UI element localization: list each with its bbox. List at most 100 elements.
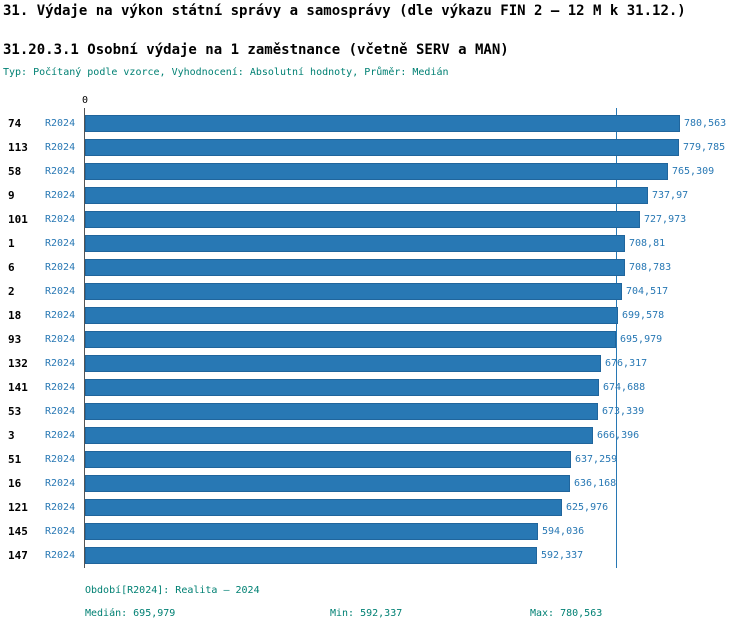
bar-value-label: 780,563 bbox=[684, 118, 727, 129]
row-period-label: R2024 bbox=[45, 286, 76, 297]
row-id-label: 2 bbox=[8, 285, 15, 298]
chart-row: 1 R2024 708,81 bbox=[0, 232, 750, 256]
bar-value-label: 625,976 bbox=[566, 502, 609, 513]
row-period-label: R2024 bbox=[45, 358, 76, 369]
bar bbox=[85, 115, 680, 132]
bar-value-label: 737,97 bbox=[652, 190, 689, 201]
bar-value-label: 765,309 bbox=[672, 166, 715, 177]
bar-value-label: 592,337 bbox=[541, 550, 584, 561]
chart-row: 101 R2024 727,973 bbox=[0, 208, 750, 232]
row-id-label: 18 bbox=[8, 309, 22, 322]
bar bbox=[85, 547, 537, 564]
bar bbox=[85, 259, 625, 276]
chart-row: 74 R2024 780,563 bbox=[0, 112, 750, 136]
row-id-label: 141 bbox=[8, 381, 28, 394]
row-period-label: R2024 bbox=[45, 238, 76, 249]
row-period-label: R2024 bbox=[45, 454, 76, 465]
bar bbox=[85, 283, 622, 300]
bar-value-label: 695,979 bbox=[620, 334, 663, 345]
bar bbox=[85, 235, 625, 252]
chart-row: 141 R2024 674,688 bbox=[0, 376, 750, 400]
row-id-label: 53 bbox=[8, 405, 22, 418]
bar bbox=[85, 139, 679, 156]
bar bbox=[85, 307, 618, 324]
chart-row: 3 R2024 666,396 bbox=[0, 424, 750, 448]
row-id-label: 16 bbox=[8, 477, 22, 490]
min-stat: Min: 592,337 bbox=[330, 608, 403, 619]
bar bbox=[85, 211, 640, 228]
x-axis-zero-label: 0 bbox=[81, 95, 89, 106]
y-axis-line bbox=[84, 108, 85, 568]
chart-row: 51 R2024 637,259 bbox=[0, 448, 750, 472]
chart-row: 16 R2024 636,168 bbox=[0, 472, 750, 496]
chart-row: 58 R2024 765,309 bbox=[0, 160, 750, 184]
bar-value-label: 704,517 bbox=[626, 286, 669, 297]
chart-row: 145 R2024 594,036 bbox=[0, 520, 750, 544]
row-period-label: R2024 bbox=[45, 118, 76, 129]
row-period-label: R2024 bbox=[45, 430, 76, 441]
chart-row: 53 R2024 673,339 bbox=[0, 400, 750, 424]
row-id-label: 132 bbox=[8, 357, 28, 370]
row-id-label: 147 bbox=[8, 549, 28, 562]
chart-row: 121 R2024 625,976 bbox=[0, 496, 750, 520]
row-id-label: 58 bbox=[8, 165, 22, 178]
bar bbox=[85, 355, 601, 372]
chart-row: 113 R2024 779,785 bbox=[0, 136, 750, 160]
bar bbox=[85, 475, 570, 492]
row-period-label: R2024 bbox=[45, 190, 76, 201]
row-period-label: R2024 bbox=[45, 214, 76, 225]
median-stat: Medián: 695,979 bbox=[85, 608, 176, 619]
bar bbox=[85, 331, 616, 348]
row-period-label: R2024 bbox=[45, 310, 76, 321]
row-period-label: R2024 bbox=[45, 262, 76, 273]
bar-value-label: 673,339 bbox=[602, 406, 645, 417]
bar-value-label: 637,259 bbox=[575, 454, 618, 465]
row-id-label: 1 bbox=[8, 237, 15, 250]
row-id-label: 121 bbox=[8, 501, 28, 514]
chart-row: 147 R2024 592,337 bbox=[0, 544, 750, 568]
bar-value-label: 676,317 bbox=[605, 358, 648, 369]
bar bbox=[85, 451, 571, 468]
row-period-label: R2024 bbox=[45, 478, 76, 489]
bar-value-label: 727,973 bbox=[644, 214, 687, 225]
row-period-label: R2024 bbox=[45, 406, 76, 417]
row-id-label: 113 bbox=[8, 141, 28, 154]
row-id-label: 51 bbox=[8, 453, 22, 466]
row-id-label: 93 bbox=[8, 333, 22, 346]
chart-row: 2 R2024 704,517 bbox=[0, 280, 750, 304]
report-settings-line: Typ: Počítaný podle vzorce, Vyhodnocení:… bbox=[3, 67, 449, 78]
max-stat: Max: 780,563 bbox=[530, 608, 603, 619]
period-label: Období[R2024]: Realita – 2024 bbox=[85, 585, 260, 596]
row-id-label: 145 bbox=[8, 525, 28, 538]
bar-value-label: 779,785 bbox=[683, 142, 726, 153]
row-period-label: R2024 bbox=[45, 526, 76, 537]
bar bbox=[85, 427, 593, 444]
row-period-label: R2024 bbox=[45, 142, 76, 153]
chart-row: 9 R2024 737,97 bbox=[0, 184, 750, 208]
chart-row: 6 R2024 708,783 bbox=[0, 256, 750, 280]
row-id-label: 9 bbox=[8, 189, 15, 202]
bar-value-label: 708,81 bbox=[629, 238, 666, 249]
row-id-label: 101 bbox=[8, 213, 28, 226]
chart-row: 18 R2024 699,578 bbox=[0, 304, 750, 328]
median-line bbox=[616, 108, 617, 568]
row-period-label: R2024 bbox=[45, 550, 76, 561]
chart-row: 93 R2024 695,979 bbox=[0, 328, 750, 352]
bar-value-label: 666,396 bbox=[597, 430, 640, 441]
bar-value-label: 699,578 bbox=[622, 310, 665, 321]
chart-row: 132 R2024 676,317 bbox=[0, 352, 750, 376]
bar-chart: 74 R2024 780,563 113 R2024 779,785 58 R2… bbox=[0, 112, 750, 568]
bar bbox=[85, 523, 538, 540]
bar bbox=[85, 403, 598, 420]
report-title: 31. Výdaje na výkon státní správy a samo… bbox=[3, 3, 686, 19]
bar-value-label: 708,783 bbox=[629, 262, 672, 273]
row-period-label: R2024 bbox=[45, 166, 76, 177]
bar bbox=[85, 163, 668, 180]
row-id-label: 74 bbox=[8, 117, 22, 130]
section-title: 31.20.3.1 Osobní výdaje na 1 zaměstnance… bbox=[3, 42, 509, 58]
row-period-label: R2024 bbox=[45, 334, 76, 345]
bar-value-label: 674,688 bbox=[603, 382, 646, 393]
row-id-label: 3 bbox=[8, 429, 15, 442]
row-period-label: R2024 bbox=[45, 502, 76, 513]
